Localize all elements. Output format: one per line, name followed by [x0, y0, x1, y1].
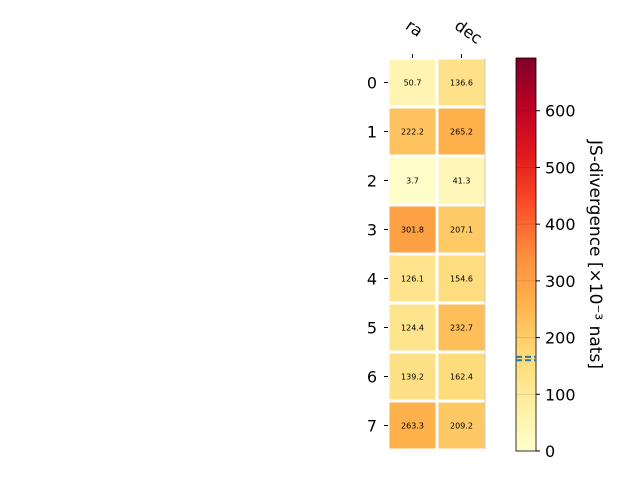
row-tick-label: 7 — [367, 417, 377, 436]
row-tick-label: 3 — [367, 221, 377, 240]
row-tick-label: 4 — [367, 270, 377, 289]
cell-value-label: 139.2 — [401, 373, 424, 382]
heatmap-cell — [435, 105, 488, 158]
cell-value-label: 154.6 — [450, 275, 473, 284]
column-tick-label: dec — [451, 16, 485, 48]
cell-value-label: 207.1 — [450, 226, 473, 235]
cell-value-label: 41.3 — [453, 177, 471, 186]
cell-value-label: 3.7 — [406, 177, 419, 186]
cell-value-label: 265.2 — [450, 128, 473, 137]
column-tick-label: ra — [402, 16, 426, 41]
cell-value-label: 263.3 — [401, 422, 424, 431]
cell-value-label: 50.7 — [404, 79, 422, 88]
colorbar-label: JS-divergence [×10⁻³ nats] — [585, 139, 605, 369]
row-tick-label: 0 — [367, 74, 377, 93]
colorbar-tick-label: 600 — [545, 102, 576, 121]
row-tick-label: 6 — [367, 368, 377, 387]
colorbar-tick-label: 500 — [545, 158, 576, 177]
cell-value-label: 136.6 — [450, 79, 473, 88]
heatmap-cell — [435, 252, 488, 305]
cell-value-label: 301.8 — [401, 226, 424, 235]
cell-value-label: 126.1 — [401, 275, 424, 284]
colorbar-tick-label: 400 — [545, 215, 576, 234]
heatmap-cell — [435, 203, 488, 256]
colorbar-tick-label: 100 — [545, 385, 576, 404]
colorbar-tick-label: 300 — [545, 272, 576, 291]
heatmap-cell — [435, 154, 488, 207]
colorbar-gradient — [515, 57, 537, 452]
heatmap-cell — [435, 399, 488, 452]
colorbar: 0 100 200 300 400 500 600 JS-divergence [×10⁻³ … — [515, 57, 605, 461]
row-tick-label: 1 — [367, 123, 377, 142]
cell-value-label: 162.4 — [450, 373, 473, 382]
row-tick-label: 2 — [367, 172, 377, 191]
colorbar-tick-label: 0 — [545, 442, 555, 461]
cell-value-label: 124.4 — [401, 324, 424, 333]
row-tick-label: 5 — [367, 319, 377, 338]
colorbar-tick-label: 200 — [545, 329, 576, 348]
heatmap-grid: 50.7 136.6 222.2 265.2 3.7 41.3 301.8 207.1 126.… — [367, 16, 488, 452]
cell-value-label: 222.2 — [401, 128, 424, 137]
cell-value-label: 209.2 — [450, 422, 473, 431]
cell-value-label: 232.7 — [450, 324, 473, 333]
